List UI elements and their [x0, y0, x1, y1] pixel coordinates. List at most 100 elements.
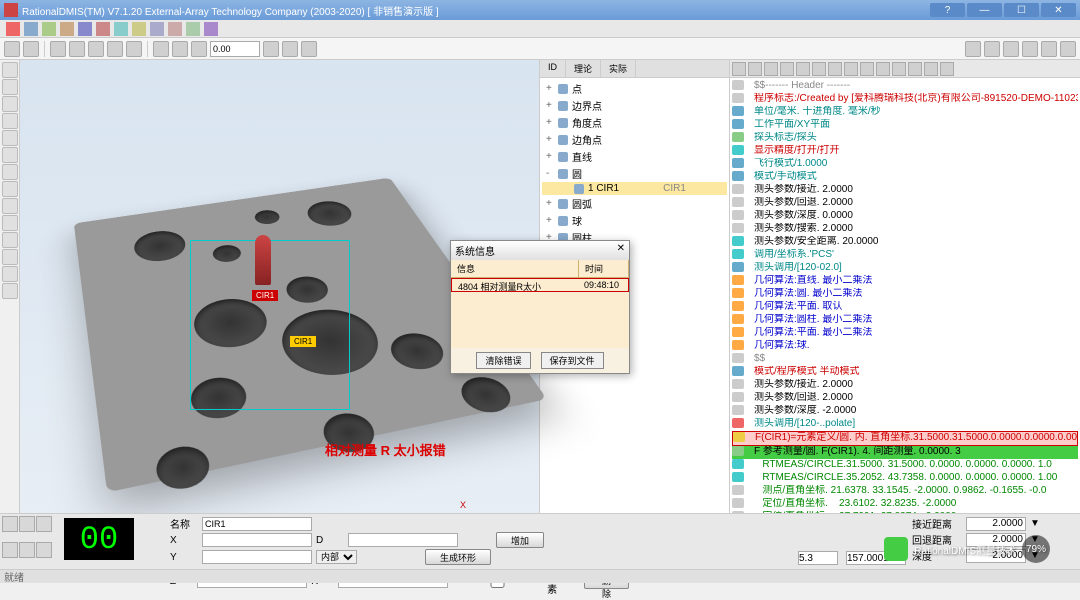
tool-icon[interactable] — [301, 41, 317, 57]
menu-icon[interactable] — [42, 22, 56, 36]
tool-icon[interactable] — [107, 41, 123, 57]
close-icon[interactable]: ✕ — [617, 243, 625, 258]
tool-icon[interactable] — [2, 266, 18, 282]
tool-icon[interactable] — [1003, 41, 1019, 57]
tree-item[interactable]: +点 — [542, 80, 727, 97]
tree-item[interactable]: -圆 — [542, 165, 727, 182]
menu-icon[interactable] — [60, 22, 74, 36]
code-content[interactable]: $$------- Header -------程序标志:/Created by… — [730, 78, 1080, 540]
tool-icon[interactable] — [2, 130, 18, 146]
tool-icon[interactable] — [88, 41, 104, 57]
tool-icon[interactable] — [282, 41, 298, 57]
tool-icon[interactable] — [4, 41, 20, 57]
tool-icon[interactable] — [140, 533, 156, 549]
y-input[interactable] — [202, 550, 312, 564]
minimize-icon[interactable]: — — [967, 3, 1002, 17]
tool-icon[interactable] — [748, 62, 762, 76]
tree-item[interactable]: 1 CIR1CIR1 — [542, 182, 727, 195]
menu-icon[interactable] — [132, 22, 146, 36]
tree-item[interactable]: +边界点 — [542, 97, 727, 114]
tool-icon[interactable] — [2, 147, 18, 163]
tool-icon[interactable] — [561, 517, 575, 531]
tool-icon[interactable] — [2, 198, 18, 214]
tool-icon[interactable] — [126, 41, 142, 57]
menu-icon[interactable] — [24, 22, 38, 36]
tool-icon[interactable] — [984, 41, 1000, 57]
clear-button[interactable]: 清除错误 — [476, 352, 530, 369]
tool-icon[interactable] — [828, 62, 842, 76]
tool-icon[interactable] — [19, 516, 35, 532]
name-input[interactable] — [202, 517, 312, 531]
tool-icon[interactable] — [2, 62, 18, 78]
tool-icon[interactable] — [2, 96, 18, 112]
tree-item[interactable]: +边角点 — [542, 131, 727, 148]
tool-icon[interactable] — [908, 62, 922, 76]
d-input[interactable] — [348, 533, 458, 547]
tool-icon[interactable] — [780, 62, 794, 76]
menu-icon[interactable] — [204, 22, 218, 36]
maximize-icon[interactable]: ☐ — [1004, 3, 1039, 17]
tool-icon[interactable] — [844, 62, 858, 76]
tool-icon[interactable] — [140, 516, 156, 532]
tree-item[interactable]: +球 — [542, 212, 727, 229]
tool-icon[interactable] — [2, 283, 18, 299]
tool-icon[interactable] — [876, 62, 890, 76]
approach-input[interactable] — [966, 517, 1026, 531]
tool-icon[interactable] — [924, 62, 938, 76]
tool-icon[interactable] — [263, 41, 279, 57]
tool-icon[interactable] — [615, 517, 629, 531]
inner-select[interactable]: 内部 — [316, 550, 357, 564]
menu-icon[interactable] — [168, 22, 182, 36]
tool-icon[interactable] — [2, 542, 18, 558]
tool-icon[interactable] — [965, 41, 981, 57]
tool-icon[interactable] — [732, 62, 746, 76]
tool-icon[interactable] — [796, 62, 810, 76]
x-input[interactable] — [202, 533, 312, 547]
menu-icon[interactable] — [186, 22, 200, 36]
tool-icon[interactable] — [597, 517, 611, 531]
tool-icon[interactable] — [19, 542, 35, 558]
tool-icon[interactable] — [23, 41, 39, 57]
code-line: 几何算法:直线. 最小二乘法 — [732, 275, 1078, 288]
tool-icon[interactable] — [579, 517, 593, 531]
tool-icon[interactable] — [2, 164, 18, 180]
tool-icon[interactable] — [2, 215, 18, 231]
tool-icon[interactable] — [860, 62, 874, 76]
tool-icon[interactable] — [2, 113, 18, 129]
tool-icon[interactable] — [2, 516, 18, 532]
tool-icon[interactable] — [36, 516, 52, 532]
menu-icon[interactable] — [114, 22, 128, 36]
save-button[interactable]: 保存到文件 — [541, 352, 604, 369]
add-button[interactable]: 增加 — [496, 532, 544, 548]
tool-icon[interactable] — [50, 41, 66, 57]
tool-icon[interactable] — [1022, 41, 1038, 57]
tree-item[interactable]: +角度点 — [542, 114, 727, 131]
tool-icon[interactable] — [153, 41, 169, 57]
menu-icon[interactable] — [78, 22, 92, 36]
tool-icon[interactable] — [2, 232, 18, 248]
menu-icon[interactable] — [6, 22, 20, 36]
menu-icon[interactable] — [150, 22, 164, 36]
gen-button[interactable]: 生成环形 — [425, 549, 491, 565]
tool-icon[interactable] — [69, 41, 85, 57]
hole — [153, 442, 214, 494]
tree-item[interactable]: +圆弧 — [542, 195, 727, 212]
help-icon[interactable]: ? — [930, 3, 965, 17]
tool-icon[interactable] — [191, 41, 207, 57]
tool-icon[interactable] — [2, 181, 18, 197]
tool-icon[interactable] — [36, 542, 52, 558]
tool-icon[interactable] — [1060, 41, 1076, 57]
tool-icon[interactable] — [2, 79, 18, 95]
tool-icon[interactable] — [940, 62, 954, 76]
tree-item[interactable]: +直线 — [542, 148, 727, 165]
tool-icon[interactable] — [2, 249, 18, 265]
tool-icon[interactable] — [892, 62, 906, 76]
tool-icon[interactable] — [812, 62, 826, 76]
close-icon[interactable]: ✕ — [1041, 3, 1076, 17]
tool-icon[interactable] — [1041, 41, 1057, 57]
coord-input[interactable] — [210, 41, 260, 57]
tool-icon[interactable] — [172, 41, 188, 57]
menu-icon[interactable] — [96, 22, 110, 36]
tool-icon[interactable] — [764, 62, 778, 76]
code-line: 几何算法:圆柱. 最小二乘法 — [732, 314, 1078, 327]
